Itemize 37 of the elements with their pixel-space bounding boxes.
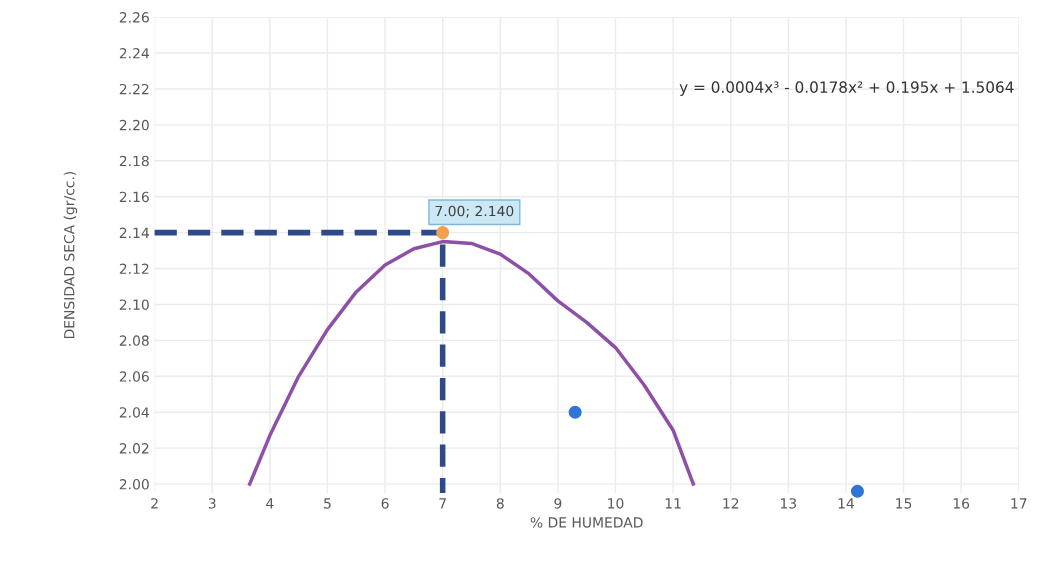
x-tick-label: 8 [496, 498, 504, 509]
x-tick-label: 2 [151, 498, 158, 509]
y-axis-title: DENSIDAD SECA (gr/cc.) [63, 171, 78, 339]
y-tick-label: 2.14 [119, 227, 149, 238]
y-tick-label: 2.08 [119, 335, 149, 346]
y-tick-label: 2.22 [119, 83, 149, 95]
x-tick-label: 9 [554, 498, 562, 509]
y-tick-label: 2.00 [119, 479, 149, 490]
point [568, 405, 582, 419]
x-tick-label: 12 [723, 498, 739, 509]
y-tick-label: 2.04 [119, 407, 149, 418]
x-axis-title: % DE HUMEDAD [530, 517, 643, 528]
y-tick-label: 2.06 [119, 371, 149, 382]
x-tick-label: 6 [381, 498, 389, 509]
y-tick-label: 2.16 [119, 191, 149, 203]
x-tick-label: 15 [896, 498, 912, 509]
y-tick-label: 2.12 [119, 263, 149, 274]
y-tick-label: 2.24 [119, 47, 149, 59]
point [436, 226, 450, 240]
y-tick-label: 2.18 [119, 155, 149, 167]
x-tick-label: 7 [439, 498, 446, 509]
annotation: 7.00; 2.140 [435, 205, 514, 218]
x-tick-label: 13 [781, 498, 797, 509]
x-tick-label: 3 [208, 498, 216, 509]
x-tick-label: 5 [324, 498, 331, 509]
x-tick-label: 16 [953, 498, 970, 509]
y-tick-label: 2.10 [119, 299, 149, 310]
point [850, 484, 864, 498]
x-tick-label: 14 [838, 498, 854, 509]
x-tick-label: 10 [608, 498, 624, 509]
y-tick-label: 2.02 [119, 443, 149, 454]
x-tick-label: 11 [665, 498, 681, 509]
y-tick-label: 2.26 [119, 12, 149, 23]
x-tick-label: 17 [1011, 498, 1027, 509]
y-tick-label: 2.20 [119, 119, 149, 131]
annotation: y = 0.0004x³ - 0.0178x² + 0.195x + 1.5064 [679, 81, 1014, 96]
x-tick-label: 4 [266, 498, 274, 509]
